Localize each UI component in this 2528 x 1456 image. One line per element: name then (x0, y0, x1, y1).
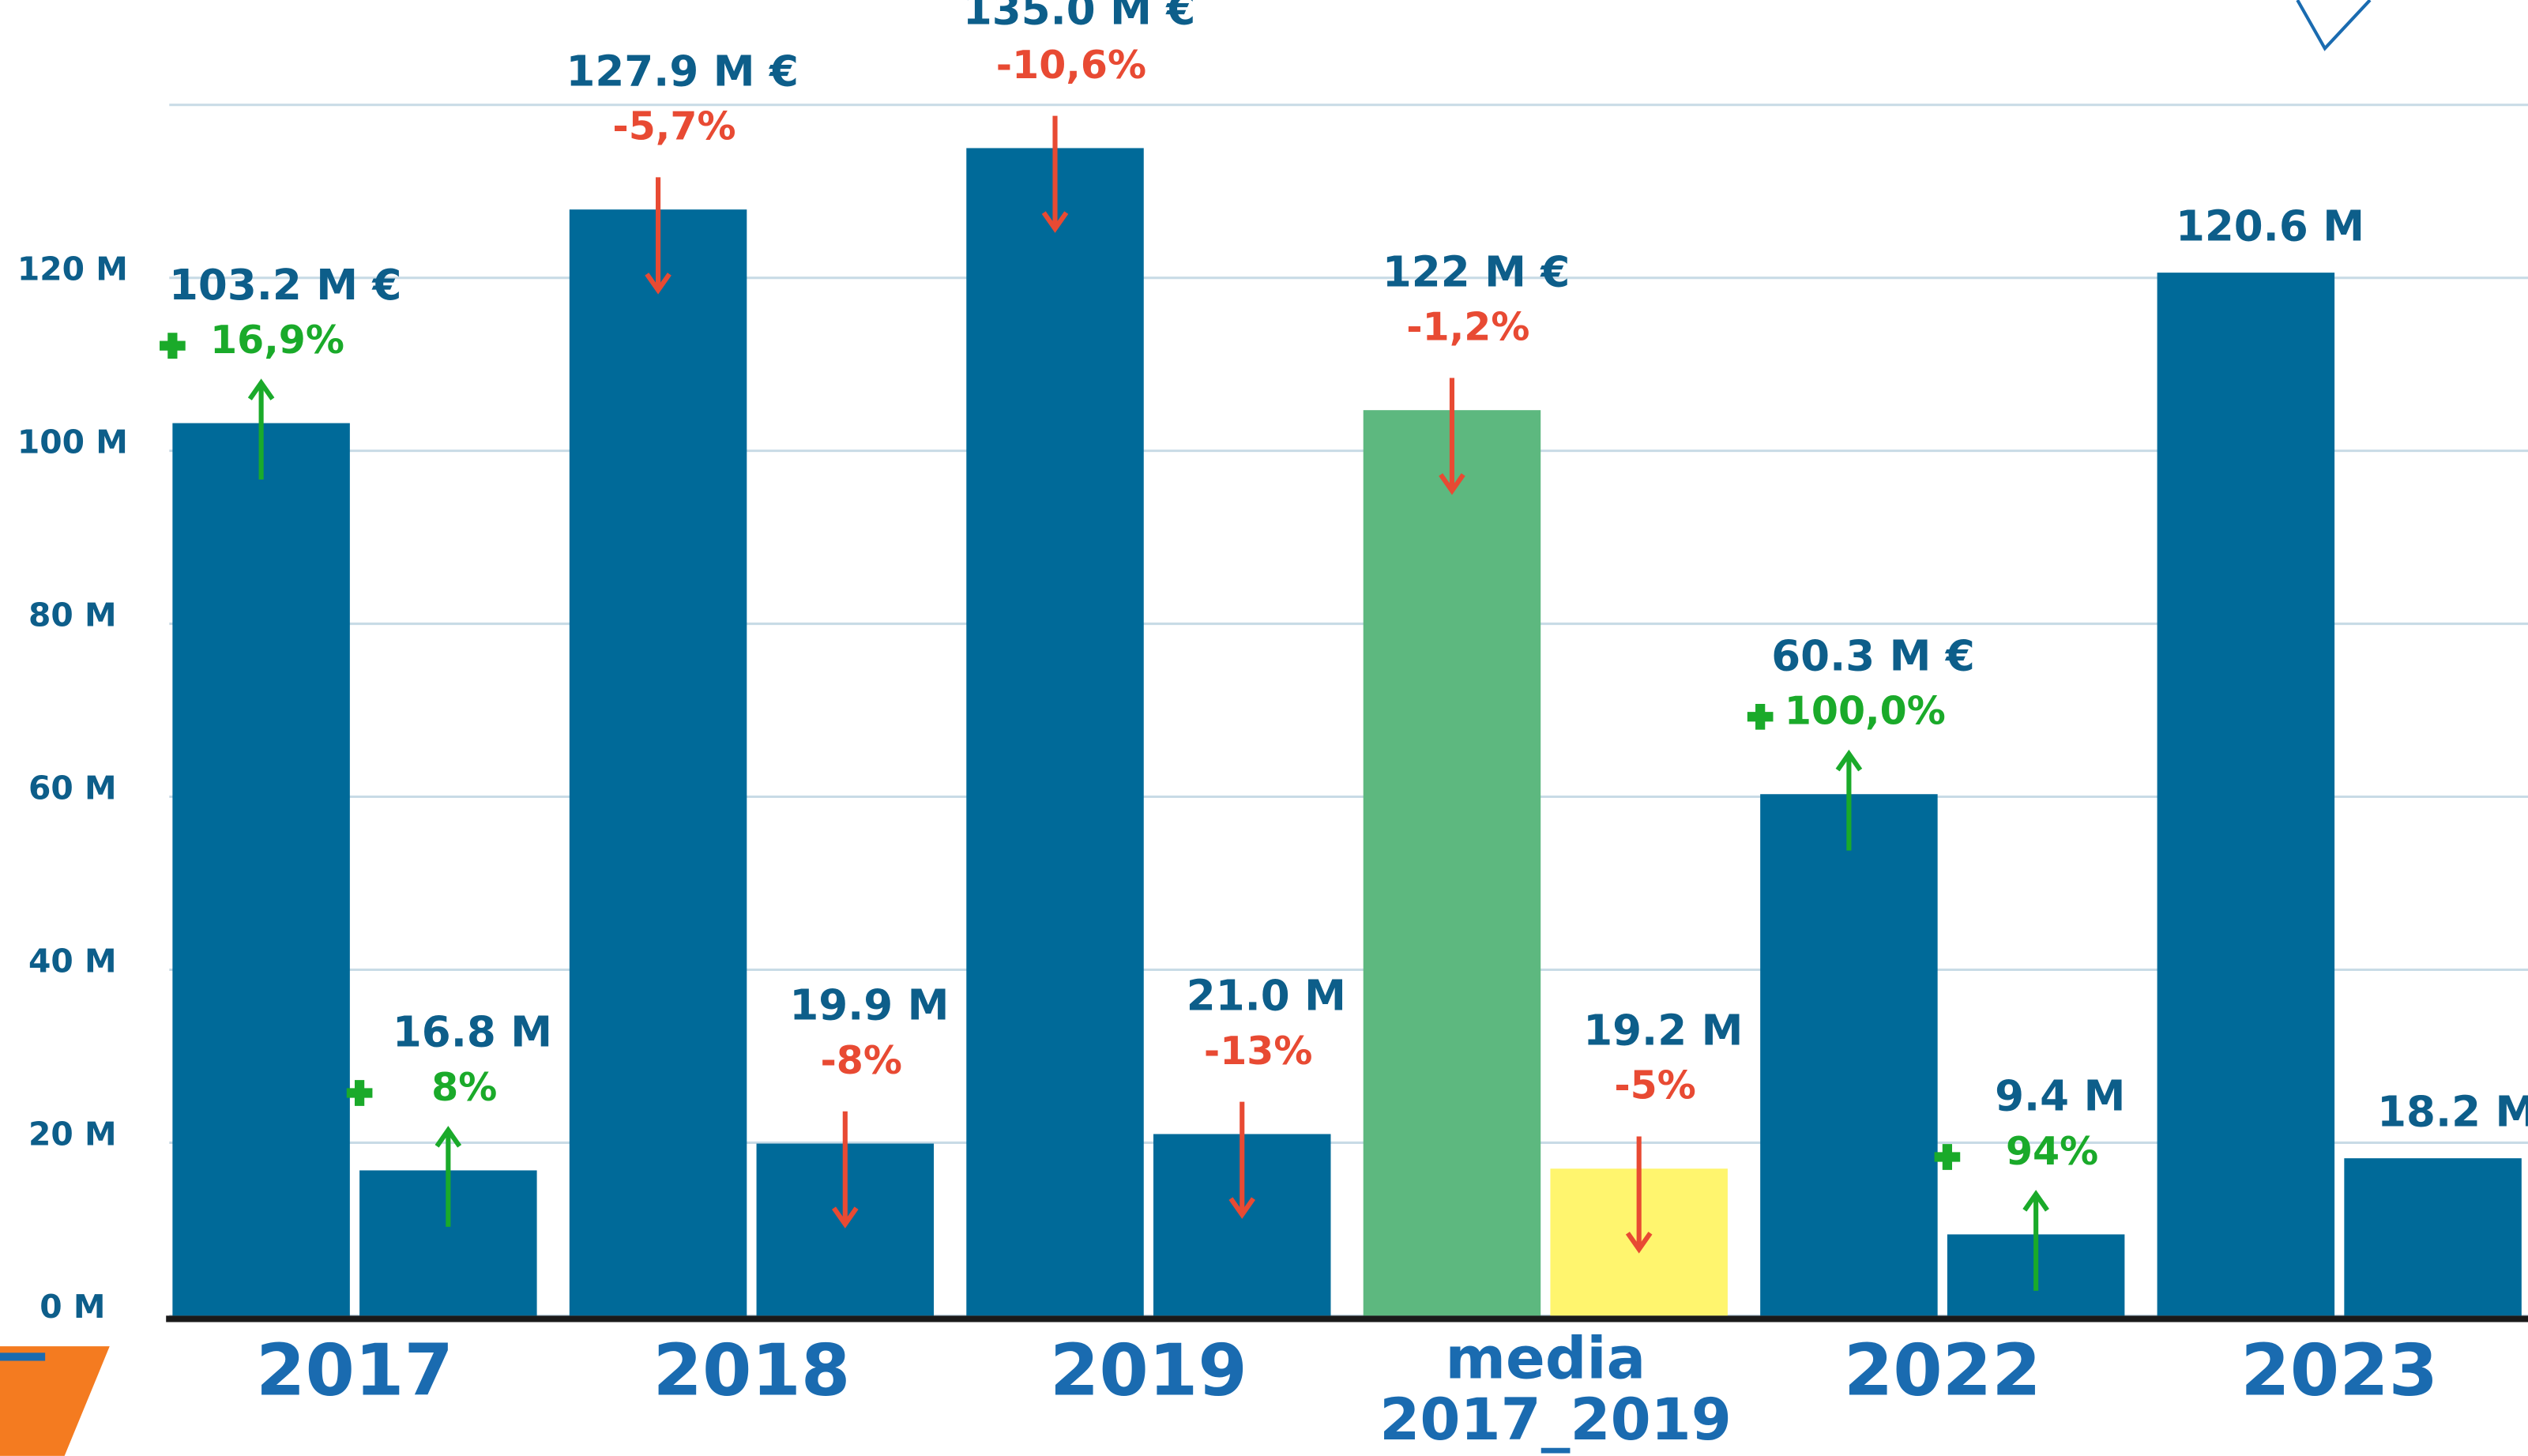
value-label: 135.0 M € (963, 0, 1195, 35)
y-tick-label: 80 M (28, 596, 117, 634)
change-label: 8% (431, 1065, 497, 1110)
decoration (0, 1353, 46, 1361)
change-label: 16,9% (210, 318, 344, 363)
arrow-head (1041, 211, 1069, 233)
bar (1363, 410, 1541, 1316)
value-label: 16.8 M (393, 1008, 552, 1057)
value-label: 60.3 M € (1771, 631, 1975, 680)
value-label: 9.4 M (1995, 1072, 2125, 1121)
bar (1760, 794, 1938, 1316)
arrow-head (832, 1206, 859, 1228)
bar (2157, 273, 2335, 1316)
value-label: 21.0 M (1187, 972, 1346, 1021)
x-tick-label-line: 2017_2019 (1360, 1386, 1732, 1454)
arrow-head (645, 273, 672, 295)
arrow-head (247, 378, 275, 401)
bar (569, 209, 747, 1316)
arrow-head (1228, 1197, 1256, 1219)
change-label: -1,2% (1406, 305, 1529, 350)
value-label: 122 M € (1382, 247, 1570, 296)
y-tick-label: 20 M (28, 1115, 117, 1153)
x-tick-label: media 2017_2019 (1360, 1326, 1732, 1454)
x-tick-label: 2018 (653, 1330, 850, 1412)
x-tick-label: 2023 (2240, 1330, 2438, 1412)
change-label: 94% (2006, 1129, 2098, 1174)
x-tick-label: 2019 (1050, 1330, 1247, 1412)
arrow-head (2022, 1190, 2049, 1212)
y-tick-label: 40 M (28, 942, 117, 980)
arrow-head (434, 1126, 462, 1148)
change-label: -8% (820, 1038, 901, 1083)
y-tick-label: 0 M (40, 1288, 105, 1326)
value-label: 18.2 M (2377, 1088, 2528, 1137)
change-label: -5,7% (612, 104, 735, 149)
value-label: 19.2 M (1583, 1006, 1743, 1055)
change-label: 100,0% (1785, 689, 1946, 734)
change-label: -13% (1204, 1029, 1313, 1074)
plus-icon (346, 1080, 373, 1106)
x-tick-label-line: media (1445, 1326, 1646, 1393)
arrow-head (1625, 1232, 1653, 1254)
bar (172, 423, 350, 1316)
x-tick-label: 2017 (256, 1330, 453, 1412)
value-label: 120.6 M (2176, 202, 2364, 251)
bar (2344, 1158, 2522, 1316)
plus-icon (160, 333, 186, 359)
y-tick-label: 120 M (17, 250, 128, 288)
value-label: 127.9 M € (566, 47, 798, 96)
arrow-head (1835, 749, 1863, 772)
change-label: -5% (1614, 1063, 1695, 1108)
change-label: -10,6% (996, 43, 1146, 88)
arrow-head (1439, 473, 1465, 495)
y-tick-label: 100 M (17, 423, 128, 461)
plus-icon (1934, 1144, 1961, 1170)
x-tick-label: 2022 (1844, 1330, 2041, 1412)
plus-icon (1747, 703, 1774, 730)
value-label: 19.9 M (789, 981, 949, 1030)
value-label: 103.2 M € (169, 261, 401, 310)
y-tick-label: 60 M (28, 769, 117, 807)
decoration (0, 1346, 110, 1456)
decoration (2296, 0, 2372, 51)
bar (966, 148, 1144, 1316)
